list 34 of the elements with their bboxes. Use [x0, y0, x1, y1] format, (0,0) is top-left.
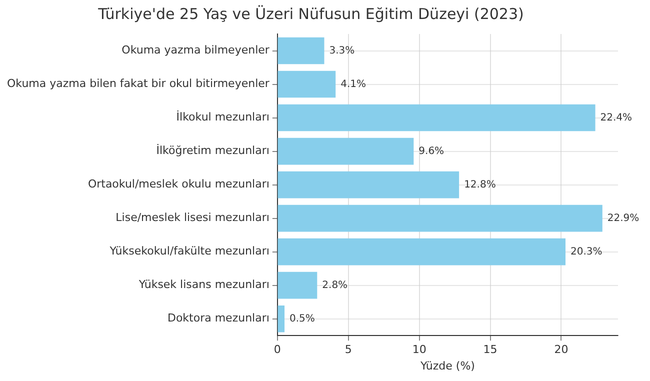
chart-title: Türkiye'de 25 Yaş ve Üzeri Nüfusun Eğitim Düzeyi (2023) — [97, 4, 524, 23]
bar — [278, 272, 318, 299]
x-tick-label: 20 — [554, 343, 568, 356]
data-label: 22.4% — [600, 112, 632, 124]
y-tick-label: İlkokul mezunları — [176, 110, 270, 124]
data-label: 20.3% — [570, 246, 602, 258]
bar — [278, 138, 414, 165]
x-tick-label: 15 — [483, 343, 498, 356]
bar — [278, 305, 285, 332]
data-label: 4.1% — [340, 78, 366, 90]
x-tick-label: 5 — [344, 343, 352, 356]
y-tick-label: Okuma yazma bilen fakat bir okul bitirmeyenler — [7, 77, 270, 90]
data-label: 22.9% — [607, 212, 640, 224]
data-label: 0.5% — [290, 313, 315, 324]
bar — [278, 171, 460, 198]
data-label: 3.3% — [329, 45, 355, 56]
y-tick-label: İlköğretim mezunları — [156, 143, 270, 158]
data-label: 12.8% — [464, 179, 496, 190]
bar — [278, 37, 324, 64]
y-tick-label: Okuma yazma bilmeyenler — [122, 44, 270, 57]
x-tick-label: 0 — [274, 343, 281, 356]
x-tick-label: 10 — [412, 343, 426, 356]
bar — [278, 104, 596, 132]
data-label: 9.6% — [418, 146, 444, 157]
y-tick-label: Doktora mezunları — [167, 312, 270, 325]
y-tick-label: Ortaokul/meslek okulu mezunları — [88, 178, 270, 191]
y-tick-label: Yüksek lisans mezunları — [138, 278, 270, 292]
bar — [278, 238, 566, 266]
bar — [278, 204, 602, 232]
data-label: 2.8% — [322, 280, 348, 291]
x-axis-title: Yüzde (%) — [419, 359, 475, 372]
bar — [278, 70, 336, 98]
y-tick-label: Lise/meslek lisesi mezunları — [116, 211, 270, 224]
y-tick-label: Yüksekokul/fakülte mezunları — [108, 244, 270, 258]
